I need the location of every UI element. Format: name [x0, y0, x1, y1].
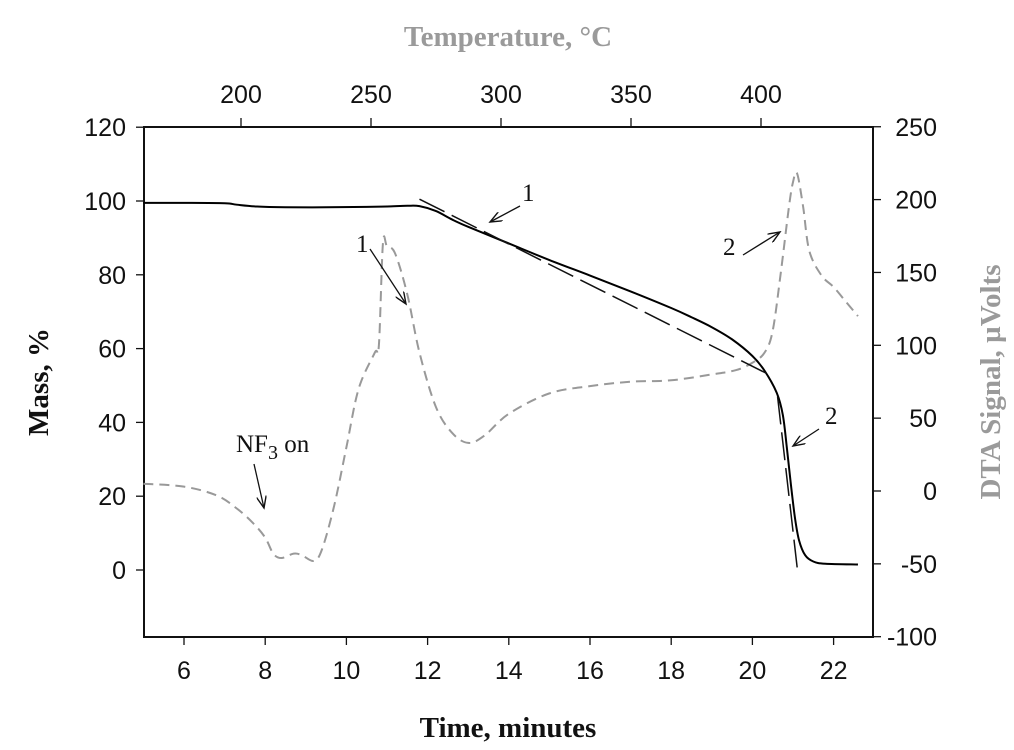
annotation-nf3-on: NF3 on [236, 431, 310, 508]
y2-tick-label: 250 [895, 114, 937, 142]
annotation-dta-2: 2 [723, 232, 780, 261]
series-tangent-1-slope-fit- [419, 198, 769, 376]
x-tick-label: 10 [332, 657, 360, 685]
y2-tick-label: -50 [901, 551, 937, 579]
series-tangent-2-steep-drop-fit- [776, 396, 799, 574]
svg-text:NF3 on: NF3 on [236, 431, 310, 464]
svg-text:1: 1 [356, 231, 369, 258]
y-tick-label: 60 [98, 336, 126, 364]
svg-text:1: 1 [522, 180, 535, 207]
x2-tick-label: 200 [220, 81, 262, 109]
y2-tick-label: -100 [887, 624, 937, 652]
y-tick-label: 120 [84, 114, 126, 142]
y2-tick-label: 50 [909, 405, 937, 433]
x-tick-label: 12 [414, 657, 442, 685]
axis-ticks: 6 8 10 12 14 16 18 20 22020406080100120-100-5005… [84, 81, 937, 685]
annotation-mass-2: 2 [793, 403, 838, 446]
annotation-dta-1: 1 [356, 231, 406, 304]
y-tick-label: 0 [112, 557, 126, 585]
plot-frame [143, 126, 874, 638]
x2-tick-label: 250 [350, 81, 392, 109]
data-series [143, 171, 859, 574]
series-dta-signal [143, 171, 859, 563]
x2-axis-title: Temperature, °C [404, 21, 612, 53]
x-tick-label: 14 [495, 657, 523, 685]
series-mass [143, 201, 858, 566]
y2-tick-label: 100 [895, 332, 937, 360]
x-tick-label: 20 [738, 657, 766, 685]
y-axis-title: Mass, % [23, 328, 55, 436]
x-axis-title: Time, minutes [420, 712, 597, 744]
svg-text:2: 2 [825, 403, 838, 430]
y-tick-label: 20 [98, 483, 126, 511]
y2-tick-label: 200 [895, 187, 937, 215]
x-tick-label: 16 [576, 657, 604, 685]
y-tick-label: 100 [84, 188, 126, 216]
x2-tick-label: 300 [480, 81, 522, 109]
y-tick-label: 80 [98, 262, 126, 290]
x2-tick-label: 350 [610, 81, 652, 109]
y-tick-label: 40 [98, 409, 126, 437]
x-tick-label: 8 [258, 657, 272, 685]
y2-axis-title: DTA Signal, µVolts [975, 264, 1007, 499]
x2-tick-label: 400 [740, 81, 782, 109]
y2-tick-label: 0 [923, 478, 937, 506]
annotation-mass-1: 1 [490, 180, 535, 222]
svg-text:2: 2 [723, 234, 736, 261]
x-tick-label: 18 [657, 657, 685, 685]
x-tick-label: 22 [820, 657, 848, 685]
x-tick-label: 6 [177, 657, 191, 685]
y2-tick-label: 150 [895, 259, 937, 287]
